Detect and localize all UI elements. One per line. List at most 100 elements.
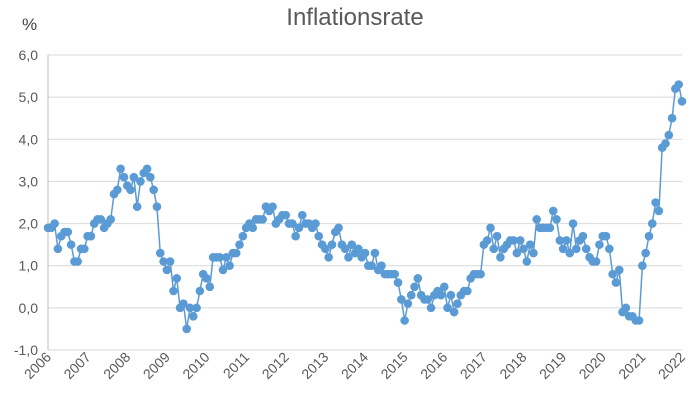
- y-tick-label: 0,0: [19, 300, 39, 316]
- y-unit-label: %: [22, 15, 37, 34]
- y-axis-ticks: 6,0 5,0 4,0 3,0 2,0 1,0 0,0 -1,0: [14, 47, 38, 358]
- data-point: [231, 248, 241, 258]
- data-point: [195, 286, 205, 296]
- data-point: [189, 311, 198, 321]
- data-point: [238, 231, 248, 241]
- data-point: [268, 202, 277, 212]
- data-point: [621, 303, 631, 313]
- x-tick-label: 2015: [377, 349, 410, 382]
- data-point: [446, 290, 456, 300]
- data-point: [126, 185, 135, 195]
- data-point: [608, 269, 617, 279]
- x-axis-ticks: 2006 2007 2008 2009 2010 2011 2012 2013 2014 2015…: [21, 349, 688, 382]
- data-point: [611, 278, 621, 287]
- y-tick-label: 2,0: [19, 216, 39, 232]
- data-point: [119, 172, 129, 182]
- data-point: [463, 286, 472, 296]
- y-tick-label: 5,0: [19, 89, 39, 105]
- data-point: [327, 240, 337, 249]
- data-point: [512, 248, 522, 258]
- data-point: [218, 265, 228, 275]
- data-point: [314, 231, 324, 241]
- data-point: [347, 240, 357, 249]
- chart-title: Inflationsrate: [286, 4, 423, 31]
- data-point: [202, 274, 211, 283]
- data-point: [146, 172, 155, 182]
- data-point: [344, 252, 353, 262]
- data-point: [443, 303, 452, 313]
- x-tick-label: 2009: [140, 349, 173, 382]
- data-point: [644, 231, 654, 241]
- data-point: [677, 97, 687, 106]
- data-point: [149, 185, 158, 195]
- data-point: [152, 202, 162, 212]
- data-point: [525, 240, 535, 249]
- data-point: [172, 274, 182, 283]
- data-point: [641, 248, 650, 258]
- data-point: [413, 274, 423, 283]
- data-point: [568, 219, 578, 228]
- data-point: [664, 130, 674, 140]
- data-point: [324, 252, 333, 262]
- data-point: [552, 215, 561, 224]
- data-point: [192, 303, 201, 313]
- x-tick-label: 2010: [179, 349, 212, 382]
- data-point: [129, 172, 139, 182]
- data-point: [492, 231, 502, 241]
- y-tick-label: 3,0: [19, 173, 39, 189]
- series-layer: [43, 80, 687, 334]
- data-point: [439, 282, 449, 292]
- data-point: [674, 80, 684, 89]
- data-point: [406, 290, 416, 300]
- data-point: [423, 295, 433, 304]
- data-point: [605, 244, 614, 254]
- data-point: [529, 248, 538, 258]
- x-tick-label: 2012: [259, 349, 292, 382]
- data-point: [654, 206, 664, 216]
- y-tick-label: 6,0: [19, 47, 39, 63]
- data-point: [591, 257, 601, 266]
- data-point: [634, 316, 644, 325]
- data-point: [169, 286, 178, 296]
- data-point: [410, 282, 419, 292]
- data-point: [235, 240, 244, 249]
- data-point: [651, 198, 660, 207]
- data-point: [476, 269, 485, 279]
- x-tick-label: 2020: [576, 349, 609, 382]
- data-point: [116, 164, 125, 174]
- data-point: [562, 236, 571, 245]
- data-point: [321, 244, 330, 254]
- data-point: [367, 261, 376, 271]
- data-point: [165, 257, 175, 266]
- y-tick-label: 4,0: [19, 131, 39, 147]
- data-point: [667, 113, 677, 123]
- x-tick-label: 2018: [496, 349, 529, 382]
- data-point: [638, 261, 647, 271]
- data-point: [403, 299, 413, 308]
- data-point: [311, 219, 320, 228]
- data-point: [106, 215, 116, 224]
- data-point: [522, 257, 532, 266]
- data-point: [555, 236, 565, 245]
- series-line: [48, 82, 683, 330]
- data-point: [53, 244, 63, 254]
- data-point: [509, 236, 518, 245]
- x-tick-label: 2008: [100, 349, 133, 382]
- data-point: [155, 248, 165, 258]
- data-point: [453, 299, 462, 308]
- data-point: [595, 240, 604, 249]
- data-point: [222, 252, 231, 262]
- data-point: [486, 223, 495, 233]
- x-tick-label: 2019: [536, 349, 569, 382]
- data-point: [515, 236, 525, 245]
- y-tick-label: -1,0: [14, 342, 38, 358]
- data-point: [185, 303, 195, 313]
- data-point: [581, 244, 591, 254]
- data-point: [532, 215, 541, 224]
- data-point: [96, 215, 106, 224]
- data-point: [426, 303, 436, 313]
- data-point: [519, 244, 528, 254]
- data-point: [496, 252, 505, 262]
- data-point: [393, 278, 403, 287]
